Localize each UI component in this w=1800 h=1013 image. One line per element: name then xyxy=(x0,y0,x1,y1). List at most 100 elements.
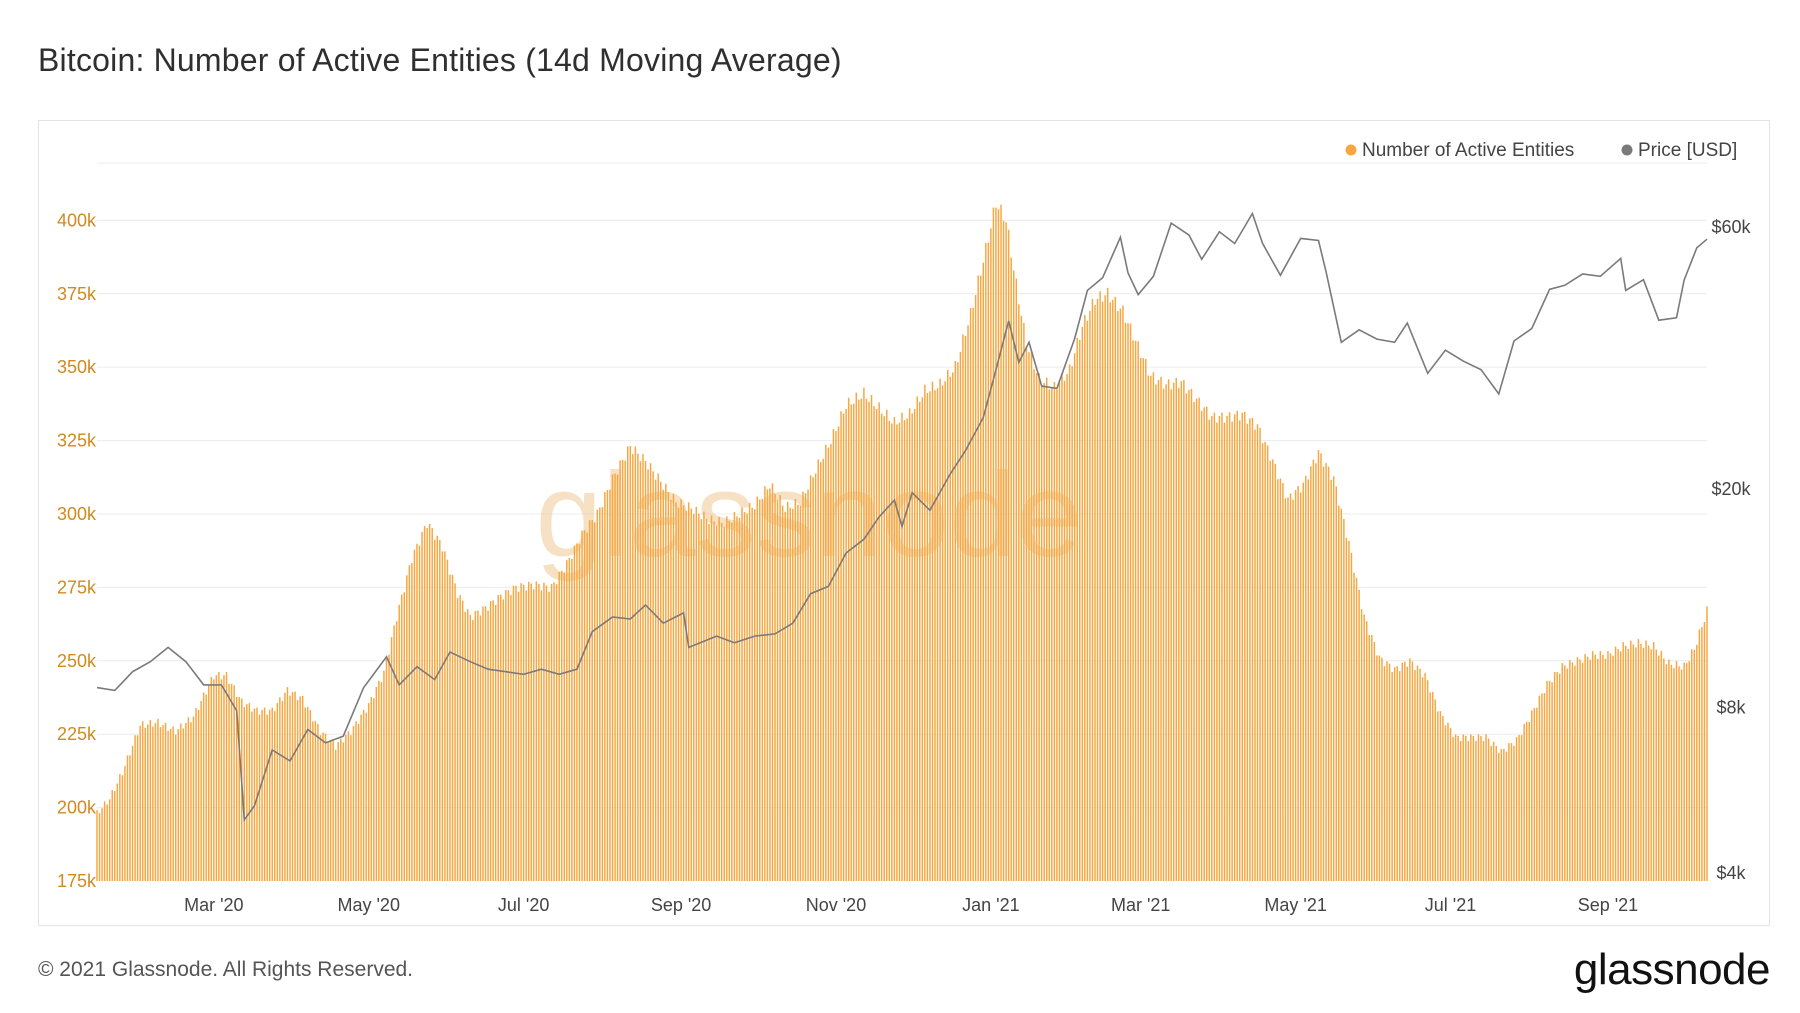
entity-bar xyxy=(979,275,982,881)
entity-bar xyxy=(931,381,934,881)
entity-bar xyxy=(946,369,949,881)
entity-bar xyxy=(769,488,771,881)
entity-bar xyxy=(1203,407,1205,881)
entity-bar xyxy=(543,582,545,881)
entity-bar xyxy=(616,474,619,881)
entity-bar xyxy=(1614,646,1617,881)
entity-bar xyxy=(700,519,703,881)
entity-bar xyxy=(233,685,235,881)
entity-bar xyxy=(1404,661,1406,881)
entity-bar xyxy=(500,594,502,881)
entity-bar xyxy=(1307,479,1310,881)
entity-bar xyxy=(1175,377,1177,881)
entity-bar xyxy=(649,463,652,881)
entity-bar xyxy=(662,489,665,881)
entity-bar xyxy=(1142,358,1144,881)
entity-bar xyxy=(921,397,924,881)
entity-bar xyxy=(1660,650,1663,881)
entity-bar xyxy=(284,692,286,881)
entity-bar xyxy=(1114,296,1117,881)
left-axis-tick-label: 200k xyxy=(57,798,97,818)
entity-bar xyxy=(477,610,479,881)
entity-bar xyxy=(1553,672,1556,881)
entity-bar xyxy=(157,718,159,881)
entity-bar xyxy=(111,790,113,881)
entity-bar xyxy=(393,625,395,881)
entity-bar xyxy=(1056,389,1058,881)
entity-bar xyxy=(533,589,535,881)
entity-bar xyxy=(378,680,380,881)
entity-bar xyxy=(1320,453,1322,881)
entity-bar xyxy=(1068,364,1071,881)
legend-item-entities[interactable]: Number of Active Entities xyxy=(1345,140,1575,161)
entity-bar xyxy=(210,677,213,881)
entity-bar xyxy=(1310,466,1312,881)
entity-bar xyxy=(842,413,845,881)
entity-bar xyxy=(1581,662,1584,881)
legend-item-price[interactable]: Price [USD] xyxy=(1621,140,1738,161)
entity-bar xyxy=(1569,660,1571,881)
entity-bar xyxy=(1612,655,1614,881)
entity-bar xyxy=(1391,671,1393,881)
entity-bar xyxy=(182,728,185,881)
entity-bar xyxy=(1579,659,1581,881)
entity-bar xyxy=(279,697,281,881)
entity-bar xyxy=(1046,377,1048,881)
entity-bar xyxy=(1028,352,1030,882)
entity-bar xyxy=(1498,753,1500,881)
entity-bar xyxy=(657,473,659,881)
entity-bar xyxy=(1591,651,1594,881)
entity-bar xyxy=(1564,665,1566,881)
entity-bar xyxy=(1233,414,1236,881)
entity-bar xyxy=(1533,708,1536,881)
entity-bar xyxy=(1477,734,1480,881)
entity-bar xyxy=(896,424,898,881)
entity-bar xyxy=(1261,443,1264,881)
entity-bar xyxy=(1076,337,1078,882)
entity-bar xyxy=(591,520,593,881)
entity-bar xyxy=(1625,645,1627,881)
entity-bar xyxy=(538,584,540,881)
legend: Number of Active Entities Price [USD] xyxy=(1345,140,1738,161)
entity-bar xyxy=(334,749,337,881)
entity-bar xyxy=(207,685,210,881)
entity-bar xyxy=(469,614,472,881)
entity-bar xyxy=(413,549,416,881)
entity-bar xyxy=(847,397,850,881)
entity-bar xyxy=(1335,486,1337,881)
entity-bar xyxy=(812,477,814,881)
entity-bar xyxy=(858,399,860,881)
entity-bar xyxy=(726,516,728,881)
entity-bar xyxy=(1675,661,1678,881)
entity-bar xyxy=(586,532,588,881)
entity-bar xyxy=(1299,492,1302,881)
glassnode-logo[interactable]: glassnode xyxy=(1573,945,1771,994)
entity-bar xyxy=(319,735,322,881)
entity-bar xyxy=(761,498,764,881)
entity-bar xyxy=(459,595,461,881)
entity-bar xyxy=(96,810,98,881)
entity-bar xyxy=(1467,740,1470,881)
entity-bar xyxy=(875,409,878,881)
entity-bar xyxy=(1393,667,1396,881)
entity-bar xyxy=(512,585,515,881)
entity-bar xyxy=(596,509,599,881)
entity-bar xyxy=(261,709,263,881)
entity-bar xyxy=(751,507,753,881)
entity-bar xyxy=(192,716,195,881)
entity-bar xyxy=(1259,427,1261,881)
entity-bar xyxy=(1685,663,1688,881)
entity-bar xyxy=(510,595,512,881)
entity-bar xyxy=(964,335,967,881)
entity-bar xyxy=(507,590,510,881)
entity-bar xyxy=(774,493,776,881)
entity-bar xyxy=(934,390,936,881)
x-axis-tick-label: Nov '20 xyxy=(806,895,866,915)
entity-bar xyxy=(1594,654,1597,881)
entity-bar xyxy=(1523,723,1525,881)
entity-bar xyxy=(1147,375,1150,881)
entity-bar xyxy=(599,507,601,881)
x-axis-tick-label: May '20 xyxy=(337,895,399,915)
entity-bar xyxy=(1228,412,1231,881)
entity-bar xyxy=(1231,421,1233,881)
